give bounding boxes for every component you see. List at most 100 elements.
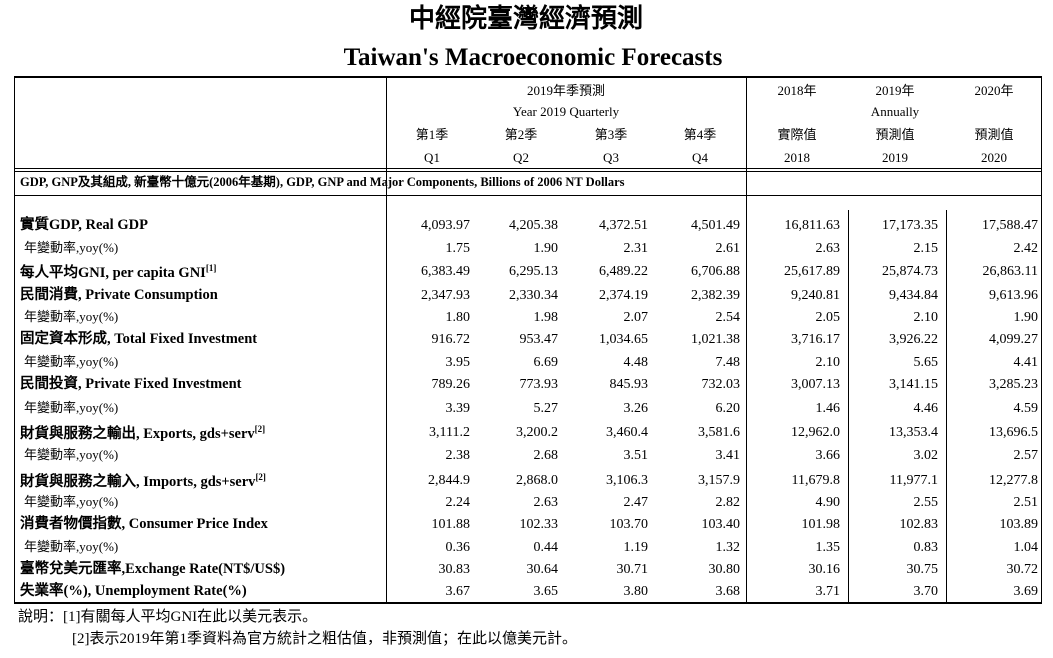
cell: 6,383.49	[421, 264, 470, 279]
cell: 1.04	[1013, 540, 1039, 555]
cell: 4.59	[1013, 401, 1039, 416]
cell: 102.83	[899, 517, 939, 532]
cell: 3,106.3	[606, 473, 648, 488]
cell: 25,617.89	[784, 264, 840, 279]
cell: 2,382.39	[691, 288, 740, 303]
row-label: 民間投資, Private Fixed Investment	[20, 376, 242, 392]
cell: 1,034.65	[599, 332, 648, 347]
cell: 101.88	[431, 517, 471, 532]
rule	[14, 76, 1042, 78]
cell: 2.31	[623, 241, 649, 256]
rule	[386, 76, 387, 196]
note: 說明：[1]有關每人平均GNI在此以美元表示。	[18, 609, 318, 625]
row-label: 年變動率,yoy(%)	[24, 354, 119, 369]
cell: 4.48	[623, 355, 649, 370]
cell: 3,285.23	[989, 377, 1038, 392]
column-header: Q2	[513, 150, 529, 165]
cell: 1.90	[1013, 310, 1039, 325]
cell: 3.68	[715, 584, 741, 599]
cell: 3.51	[623, 448, 649, 463]
cell: 11,977.1	[889, 473, 938, 488]
cell: 3.71	[815, 584, 841, 599]
footnote-ref: [2]	[255, 472, 266, 482]
cell: 2.38	[445, 448, 471, 463]
cell: 101.98	[801, 517, 841, 532]
cell: 30.64	[526, 562, 559, 577]
column-header: Q1	[424, 150, 440, 165]
cell: 102.33	[519, 517, 559, 532]
note: [2]表示2019年第1季資料為官方統計之粗估值，非預測值；在此以億美元計。	[72, 631, 577, 647]
row-label: 年變動率,yoy(%)	[24, 240, 119, 255]
rule	[746, 76, 747, 604]
cell: 2.51	[1013, 495, 1039, 510]
cell: 773.93	[519, 377, 559, 392]
cell: 2.82	[715, 495, 741, 510]
cell: 3.66	[815, 448, 841, 463]
cell: 1.19	[623, 540, 649, 555]
cell: 4,372.51	[599, 218, 648, 233]
cell: 0.36	[445, 540, 471, 555]
cell: 3.70	[913, 584, 939, 599]
cell: 2.47	[623, 495, 649, 510]
cell: 103.70	[609, 517, 649, 532]
cell: 1.35	[815, 540, 841, 555]
cell: 25,874.73	[882, 264, 938, 279]
cell: 845.93	[609, 377, 649, 392]
cell: 3.39	[445, 401, 471, 416]
cell: 9,240.81	[791, 288, 840, 303]
header-group: 2019年季預測	[526, 83, 606, 98]
cell: 3,926.22	[889, 332, 938, 347]
cell: 4.90	[815, 495, 841, 510]
cell: 0.83	[913, 540, 939, 555]
cell: 6,706.88	[691, 264, 740, 279]
column-header: Q4	[692, 150, 708, 165]
cell: 30.71	[616, 562, 649, 577]
cell: 13,353.4	[889, 425, 938, 440]
cell: 2.54	[715, 310, 741, 325]
cell: 953.47	[519, 332, 559, 347]
column-header: 第2季	[504, 127, 538, 142]
rule	[386, 196, 387, 604]
cell: 2.10	[815, 355, 841, 370]
cell: 5.65	[913, 355, 939, 370]
cell: 1.80	[445, 310, 471, 325]
cell: 17,588.47	[982, 218, 1038, 233]
footnote-ref: [2]	[254, 424, 266, 434]
cell: 9,613.96	[989, 288, 1038, 303]
column-header: 第1季	[415, 127, 449, 142]
cell: 6.20	[715, 401, 741, 416]
cell: 12,277.8	[989, 473, 1038, 488]
cell: 2.68	[533, 448, 559, 463]
column-header: 第4季	[683, 127, 717, 142]
row-label: 年變動率,yoy(%)	[24, 539, 119, 554]
cell: 6.69	[533, 355, 559, 370]
cell: 2,330.34	[509, 288, 558, 303]
cell: 3.26	[623, 401, 649, 416]
cell: 0.44	[533, 540, 559, 555]
cell: 1,021.38	[691, 332, 740, 347]
title-zh: 中經院臺灣經濟預測	[408, 4, 644, 33]
cell: 4,205.38	[509, 218, 558, 233]
row-label: 臺幣兌美元匯率,Exchange Rate(NT$/US$)	[20, 561, 286, 577]
column-header: 預測值	[875, 127, 915, 142]
title-en: Taiwan's Macroeconomic Forecasts	[343, 44, 723, 71]
rule	[14, 602, 1042, 604]
cell: 4.41	[1013, 355, 1039, 370]
row-label: 失業率(%), Unemployment Rate(%)	[20, 583, 247, 599]
rule	[14, 168, 1042, 169]
cell: 732.03	[701, 377, 741, 392]
cell: 3.80	[623, 584, 649, 599]
cell: 3,460.4	[606, 425, 648, 440]
cell: 4,099.27	[989, 332, 1038, 347]
cell: 13,696.5	[989, 425, 1038, 440]
cell: 5.27	[533, 401, 559, 416]
cell: 30.16	[808, 562, 841, 577]
rule	[14, 195, 1042, 196]
rule	[1041, 76, 1042, 604]
cell: 30.80	[708, 562, 741, 577]
cell: 3,157.9	[698, 473, 740, 488]
cell: 4,093.97	[421, 218, 470, 233]
cell: 9,434.84	[889, 288, 938, 303]
cell: 3.69	[1013, 584, 1039, 599]
cell: 1.75	[445, 241, 471, 256]
